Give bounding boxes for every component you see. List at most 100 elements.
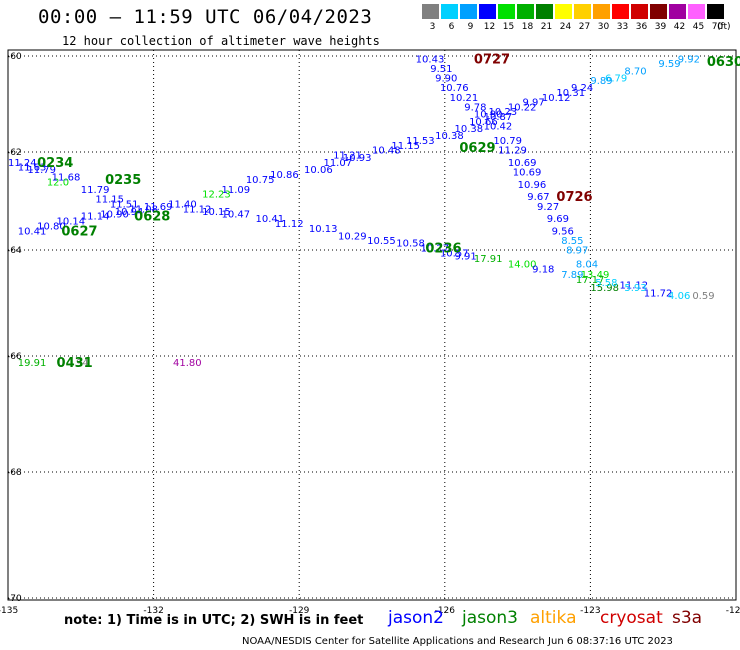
pass-time-label: 0627 [61, 224, 97, 239]
pass-time-label: 0630 [707, 55, 740, 70]
wave-height-value: 10.27 [421, 244, 450, 255]
legend-label: 30 [597, 22, 610, 32]
legend-swatch [422, 4, 439, 19]
wave-height-value: 5.58 [595, 278, 617, 289]
wave-height-value: 9.27 [537, 202, 559, 213]
latitude-tick-label: -66 [7, 352, 22, 362]
wave-height-value: 9.97 [522, 98, 544, 109]
wave-height-value: 10.86 [270, 170, 299, 181]
legend-swatch [574, 4, 591, 19]
satellite-jason2: jason2 [388, 608, 444, 628]
wave-height-value: 11.69 [144, 202, 173, 213]
wave-height-value: 10.41 [18, 226, 47, 237]
wave-height-value: 5.93 [624, 283, 646, 294]
pass-time-label: 0235 [105, 173, 141, 188]
wave-height-value: 11.12 [275, 219, 304, 230]
legend-label: 15 [502, 22, 515, 32]
wave-height-value: 9.91 [455, 251, 477, 262]
legend-swatch [688, 4, 705, 19]
wave-height-value: 11.53 [406, 136, 435, 147]
wave-height-value: 10.87 [484, 112, 513, 123]
wave-height-value: 10.42 [484, 122, 513, 133]
satellite-s3a: s3a [672, 608, 703, 628]
legend-swatch [707, 4, 724, 19]
wave-height-value: 9.18 [532, 265, 554, 276]
legend-label: 24 [559, 22, 572, 32]
legend-label: 27 [578, 22, 591, 32]
wave-height-value: 10.69 [513, 168, 542, 179]
wave-height-value: 11.40 [168, 199, 197, 210]
wave-height-value: 10.48 [372, 146, 401, 157]
wave-height-value: 11.21 [333, 150, 362, 161]
wave-height-value: 9.51 [430, 64, 452, 75]
legend-label: 42 [673, 22, 686, 32]
legend-swatch [479, 4, 496, 19]
wave-height-value: 11.15 [391, 141, 420, 152]
longitude-tick-label: -123 [580, 606, 600, 616]
legend-label: 33 [616, 22, 629, 32]
wave-height-value: 10.12 [542, 93, 571, 104]
latitude-tick-label: -60 [7, 52, 22, 62]
wave-height-value: 11.24 [8, 158, 37, 169]
wave-height-value: 9.89 [590, 76, 612, 87]
wave-height-value: 10.57 [440, 249, 469, 260]
wave-height-value: 8.04 [576, 259, 598, 270]
wave-height-value: 8.55 [561, 236, 583, 247]
wave-height-value: 9.24 [571, 83, 593, 94]
page-title: 00:00 — 11:59 UTC 06/04/2023 [38, 6, 373, 28]
wave-height-value: 10.31 [556, 88, 585, 99]
wave-height-value: 10.29 [338, 231, 367, 242]
wave-height-value: 10.43 [416, 54, 445, 65]
wave-height-value: 10.75 [246, 175, 275, 186]
wave-height-value: 11.63 [18, 163, 47, 174]
wave-height-value: 12.0 [47, 177, 69, 188]
wave-height-value: 11.09 [222, 185, 251, 196]
wave-height-value: 11.68 [52, 173, 81, 184]
latitude-tick-label: -68 [7, 468, 22, 478]
wave-height-value: 14.00 [508, 259, 537, 270]
pass-time-label: 0236 [425, 242, 461, 257]
longitude-tick-label: -132 [143, 606, 163, 616]
wave-height-value: 10.96 [518, 180, 547, 191]
legend-label: 3 [429, 22, 436, 32]
pass-time-label: 0431 [57, 356, 93, 371]
pass-time-label: 0234 [37, 156, 73, 171]
satellite-cryosat: cryosat [600, 608, 663, 628]
wave-height-value: 10.38 [455, 124, 484, 135]
latitude-tick-label: -62 [7, 148, 22, 158]
longitude-tick-label: -126 [435, 606, 456, 616]
wave-height-value: 9.67 [527, 192, 549, 203]
wave-height-value: 10.55 [367, 236, 396, 247]
wave-height-value: 17.17 [576, 275, 605, 286]
wave-height-value: 8.70 [624, 66, 646, 77]
wave-height-value: 11.79 [81, 185, 110, 196]
wave-height-value: 13.49 [581, 270, 610, 281]
wave-height-value: 10.58 [396, 239, 425, 250]
wave-height-value: 10.15 [202, 207, 231, 218]
wave-height-value: 10.21 [450, 93, 479, 104]
legend-swatch [593, 4, 610, 19]
satellite-altika: altika [530, 608, 577, 628]
wave-height-value: 0.59 [692, 291, 714, 302]
credit-line: NOAA/NESDIS Center for Satellite Applica… [242, 636, 673, 647]
wave-height-value: 9.59 [658, 59, 680, 70]
pass-time-label: 0727 [474, 52, 510, 67]
wave-height-value: 11.51 [110, 199, 139, 210]
legend-label: 21 [540, 22, 553, 32]
legend-swatch [650, 4, 667, 19]
wave-height-value: 11.72 [644, 288, 673, 299]
pass-time-label: 0726 [556, 190, 592, 205]
longitude-tick-label: -135 [0, 606, 18, 616]
legend-label: 12 [483, 22, 496, 32]
legend-swatch [555, 4, 572, 19]
wave-height-value: 15.98 [590, 283, 619, 294]
wave-height-value: 10.41 [256, 214, 285, 225]
wave-height-value: 11.12 [183, 204, 212, 215]
wave-height-value: 4.06 [668, 291, 690, 302]
wave-height-value: 10.23 [488, 107, 517, 118]
wave-height-value: 10.79 [493, 136, 522, 147]
wave-height-value: 10.94 [115, 207, 144, 218]
legend-swatch [441, 4, 458, 19]
footnote: note: 1) Time is in UTC; 2) SWH is in fe… [64, 613, 364, 628]
wave-height-value: 9.90 [435, 74, 457, 85]
